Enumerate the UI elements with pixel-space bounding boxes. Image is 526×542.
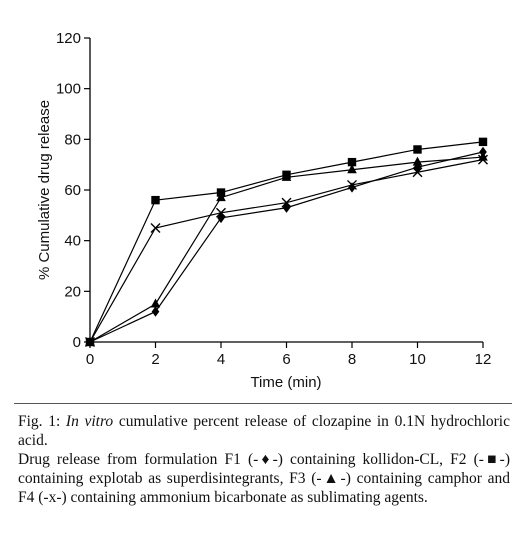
- chart-series: [85, 137, 488, 348]
- x-tick-label: 6: [282, 351, 290, 368]
- data-point-diamond: [282, 202, 291, 213]
- data-point-square: [413, 145, 422, 154]
- chart-axes: [89, 38, 483, 343]
- caption-fig-rest: cumulative percent release of clozapine …: [18, 413, 510, 449]
- data-point-triangle: [478, 151, 488, 161]
- data-point-x: [150, 223, 161, 233]
- caption-fig-label: Fig. 1:: [18, 413, 66, 430]
- caption-fig-italic: In vitro: [65, 413, 114, 430]
- y-tick-label: 120: [56, 30, 81, 47]
- y-tick-label: 0: [73, 334, 81, 351]
- figure-caption: Fig. 1: In vitro cumulative percent rele…: [18, 412, 510, 507]
- data-point-triangle: [216, 192, 226, 202]
- x-tick-label: 0: [86, 351, 94, 368]
- data-point-x: [347, 179, 357, 190]
- x-tick-label: 4: [217, 351, 225, 368]
- data-point-triangle: [281, 171, 292, 181]
- caption-divider: [14, 403, 512, 404]
- y-tick-label: 40: [64, 233, 81, 250]
- data-point-x: [281, 197, 292, 208]
- data-point-diamond: [151, 306, 160, 317]
- data-point-x: [478, 154, 488, 165]
- series-f2: [85, 137, 488, 347]
- data-point-x: [216, 207, 226, 218]
- caption-title: Fig. 1: In vitro cumulative percent rele…: [18, 412, 510, 450]
- data-point-triangle: [347, 164, 357, 174]
- x-tick-label: 12: [475, 351, 492, 368]
- data-point-triangle: [150, 298, 161, 308]
- y-tick-label: 80: [64, 131, 81, 148]
- data-point-square: [347, 157, 357, 167]
- y-tick-label: 60: [64, 182, 81, 199]
- y-axis-title: % Cumulative drug release: [36, 100, 53, 280]
- data-point-x: [85, 337, 95, 347]
- x-axis-title: Time (min): [250, 374, 321, 391]
- x-tick-label: 2: [151, 351, 159, 368]
- data-point-triangle: [412, 156, 423, 166]
- data-point-square: [151, 195, 160, 205]
- x-tick-label: 8: [348, 351, 356, 368]
- x-tick-label: 10: [409, 351, 426, 368]
- caption-detail: Drug release from formulation F1 (-♦-) c…: [18, 451, 510, 506]
- data-point-square: [478, 137, 488, 147]
- data-point-x: [412, 167, 423, 178]
- y-tick-label: 100: [56, 81, 81, 98]
- y-tick-label: 20: [64, 283, 81, 300]
- series-f4: [85, 154, 488, 347]
